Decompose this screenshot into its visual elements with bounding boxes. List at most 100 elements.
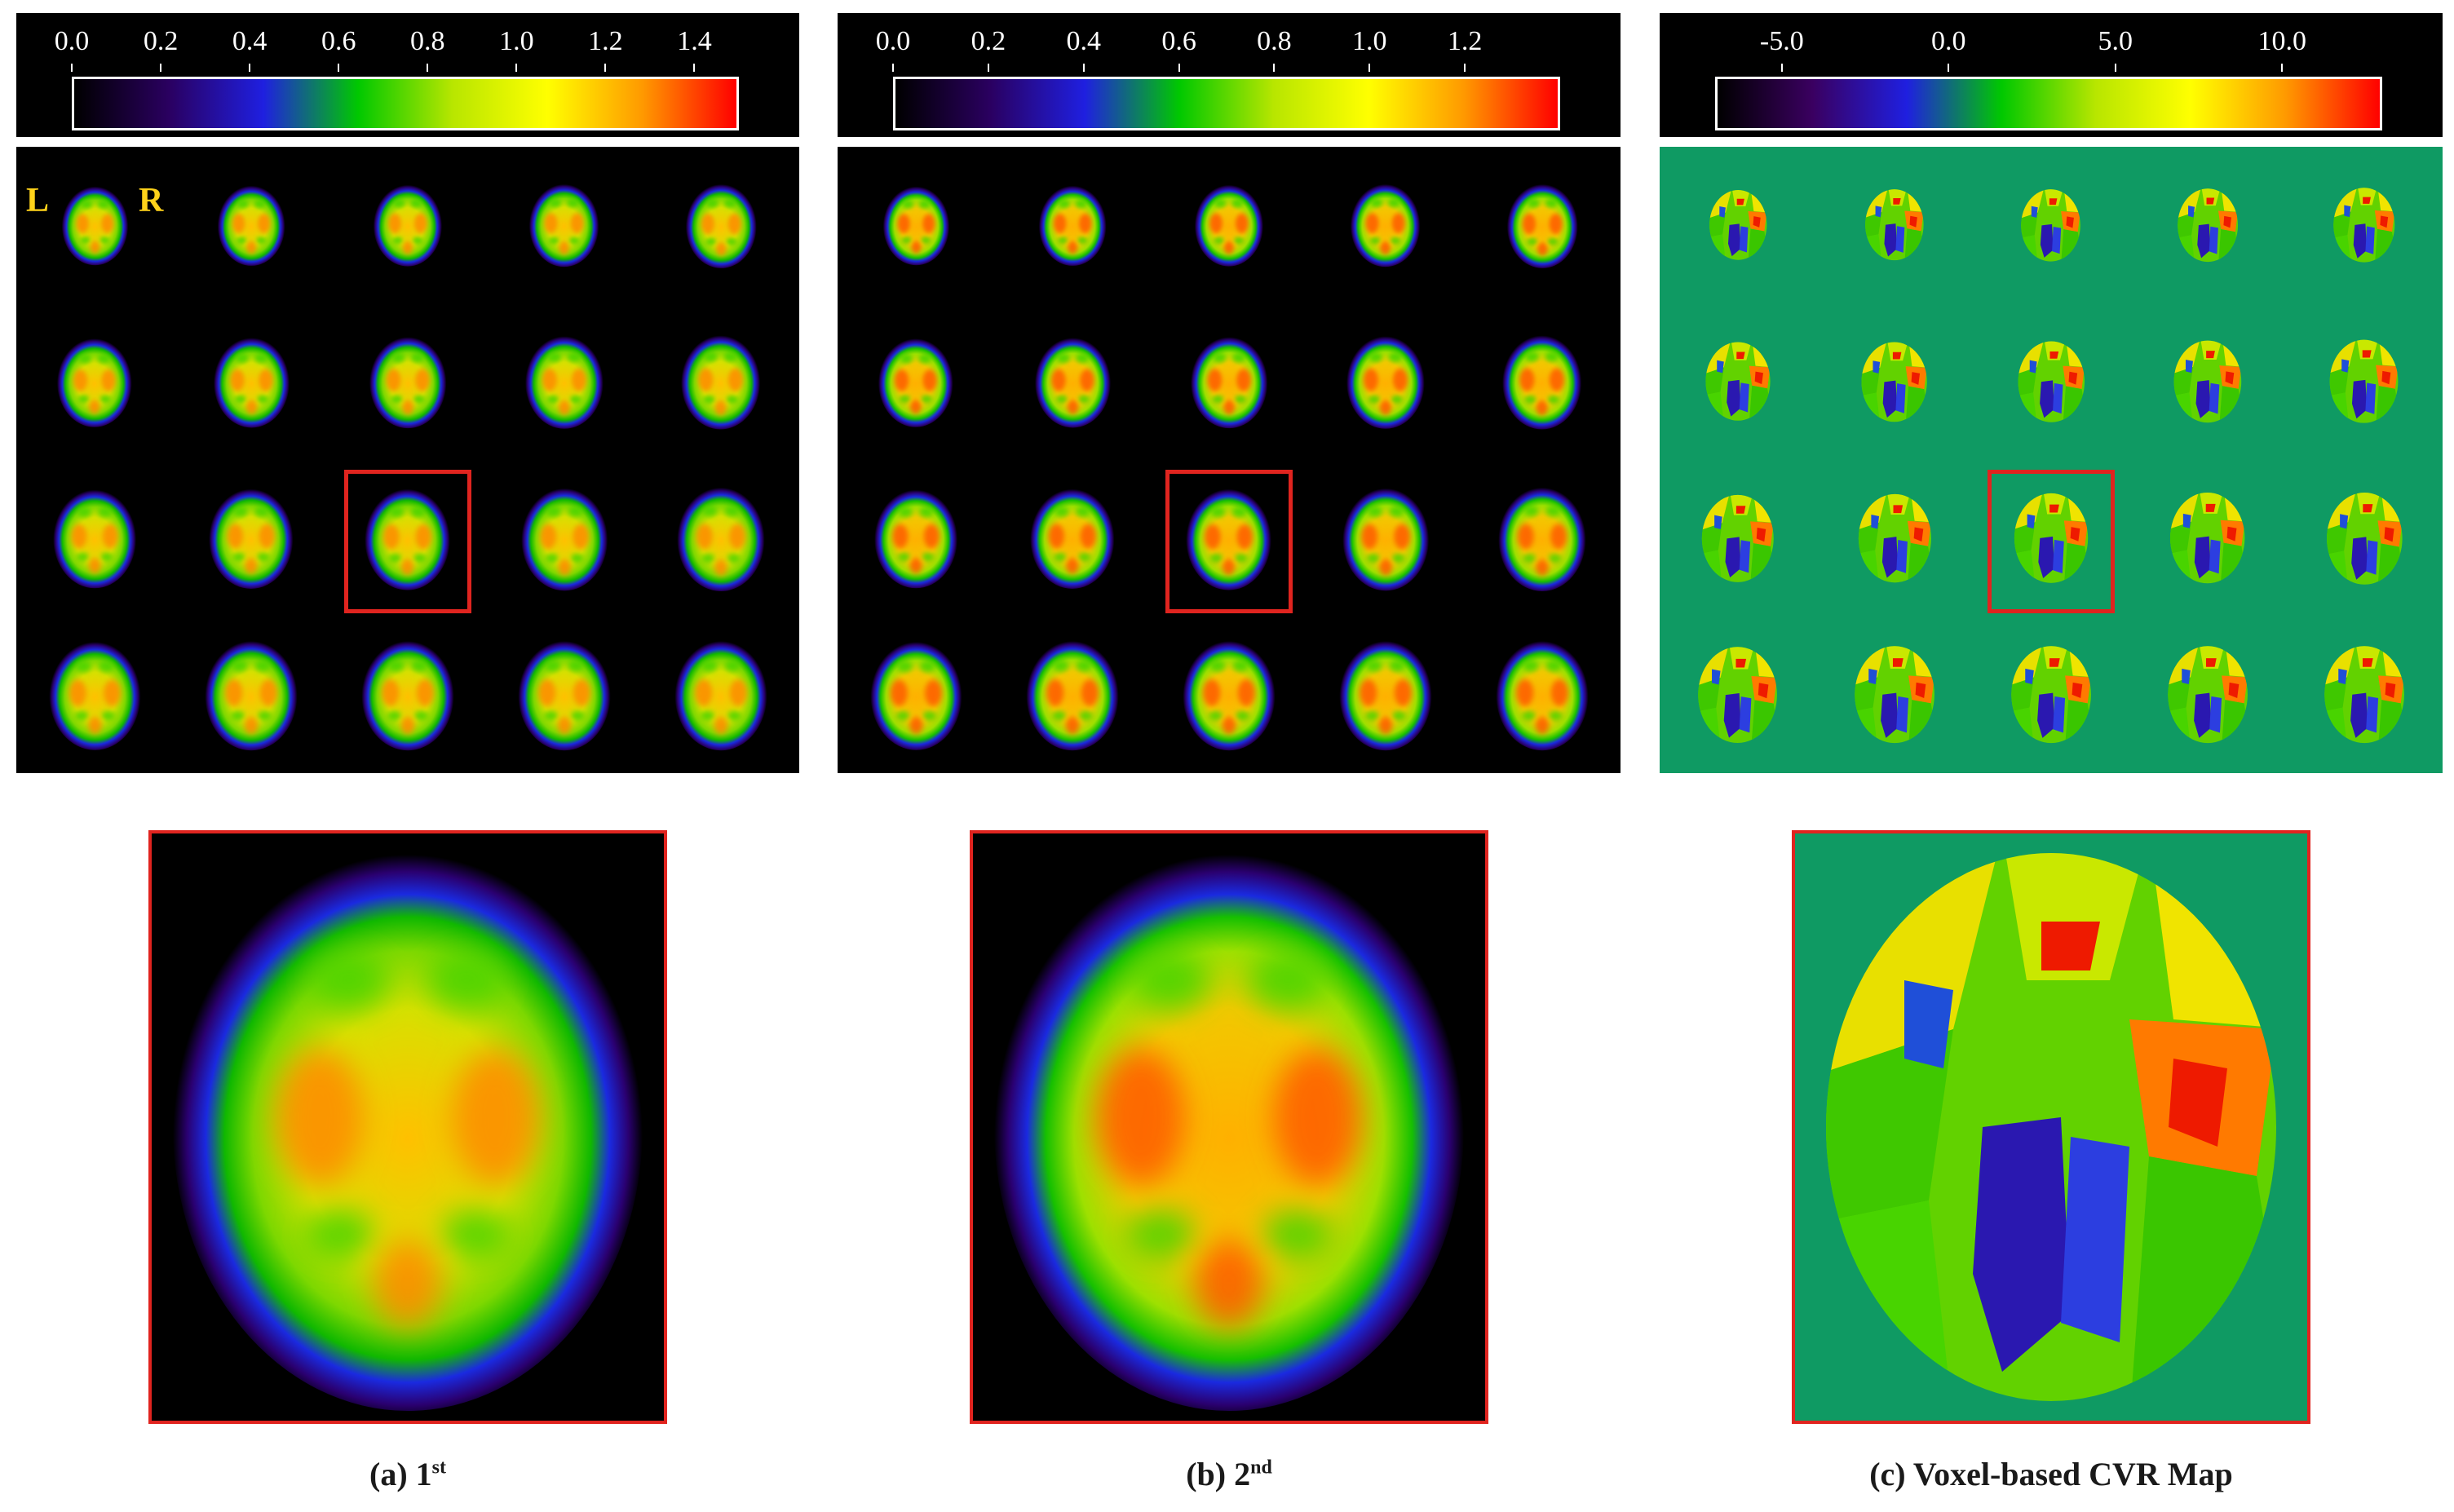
colorbar-a-ticks: 0.0 0.2 0.4 0.6 0.8 1.0 1.2 1.4 [16, 13, 799, 72]
brain-slice[interactable] [2008, 643, 2094, 750]
brain-slice[interactable] [1707, 188, 1769, 267]
brain-slice[interactable] [51, 486, 138, 594]
brain-slice[interactable] [679, 332, 762, 435]
brain-slice[interactable] [1189, 334, 1269, 434]
brain-slice[interactable] [1703, 339, 1773, 427]
brain-slice[interactable] [2171, 338, 2244, 430]
brain-slice[interactable] [1024, 637, 1121, 757]
brain-slice-image [677, 485, 765, 591]
zoomed-slice-a [148, 830, 667, 1424]
brain-slice[interactable] [2018, 187, 2083, 268]
brain-slice[interactable] [1863, 187, 1926, 267]
brain-slice[interactable] [1184, 485, 1273, 596]
brain-slice[interactable] [203, 637, 299, 757]
brain-slice-image [209, 487, 294, 590]
brain-slice[interactable] [60, 183, 130, 271]
brain-slice[interactable] [1033, 334, 1112, 433]
brain-slice-image [674, 639, 767, 751]
cvr-slice-image [2173, 340, 2242, 423]
selected-slice-marker [344, 470, 471, 613]
brain-slice[interactable] [207, 485, 295, 595]
slice-grid-a: L R [16, 147, 799, 773]
brain-slice[interactable] [1501, 332, 1583, 435]
colorbar-tick-mark [604, 64, 607, 72]
brain-slice[interactable] [877, 335, 955, 433]
brain-slice[interactable] [2175, 186, 2240, 268]
brain-slice-image [1339, 639, 1432, 751]
brain-slice-image [1034, 335, 1111, 428]
cvr-slice-image [2326, 492, 2403, 585]
cvr-slice-image [2178, 188, 2238, 262]
brain-slice[interactable] [1349, 181, 1422, 272]
brain-slice[interactable] [869, 638, 964, 756]
colorbar-tick-mark [1273, 64, 1276, 72]
brain-slice[interactable] [1851, 643, 1938, 750]
brain-slice[interactable] [675, 484, 767, 597]
brain-slice-image [518, 639, 611, 751]
brain-slice[interactable] [873, 486, 959, 594]
colorbar-tick-label: 0.4 [232, 26, 268, 56]
brain-slice-image [57, 336, 132, 427]
brain-slice[interactable] [360, 637, 456, 757]
brain-slice[interactable] [1345, 333, 1426, 435]
brain-slice[interactable] [2331, 185, 2398, 269]
cvr-slice-image [1865, 189, 1924, 261]
brain-slice[interactable] [372, 182, 444, 272]
colorbar-c: -5.0 0.0 5.0 10.0 [1660, 13, 2443, 137]
brain-slice[interactable] [1028, 485, 1116, 595]
brain-slice[interactable] [1193, 182, 1265, 272]
brain-slice-image [1498, 485, 1586, 591]
brain-slice[interactable] [1695, 643, 1780, 750]
panel-c: -5.0 0.0 5.0 10.0 (c) Voxel-based CVR Map [1660, 0, 2443, 1512]
orientation-left-label: L [26, 182, 50, 219]
brain-slice[interactable] [524, 333, 605, 435]
cvr-slice-image [1705, 342, 1771, 422]
colorbar-tick-label: 10.0 [2257, 26, 2307, 56]
brain-slice[interactable] [1859, 339, 1930, 429]
brain-slice[interactable] [516, 637, 612, 757]
panel-b: 0.0 0.2 0.4 0.6 0.8 1.0 1.2 (b) 2nd [838, 0, 1621, 1512]
colorbar-tick-label: 0.2 [971, 26, 1006, 56]
brain-slice[interactable] [2327, 337, 2401, 430]
brain-slice[interactable] [1506, 181, 1580, 274]
brain-slice[interactable] [520, 484, 609, 597]
brain-slice-image [529, 183, 599, 267]
brain-slice[interactable] [2164, 643, 2251, 750]
cvr-slice-image [2324, 646, 2404, 744]
brain-slice[interactable] [2011, 490, 2091, 590]
brain-slice-image [874, 488, 957, 589]
brain-slice[interactable] [1181, 637, 1277, 757]
brain-slice[interactable] [684, 181, 758, 274]
brain-slice[interactable] [55, 335, 134, 433]
brain-slice[interactable] [1497, 484, 1588, 597]
brain-slice[interactable] [1699, 492, 1777, 590]
brain-slice[interactable] [368, 334, 448, 434]
brain-slice[interactable] [1037, 183, 1108, 272]
cvr-slice-image [1855, 646, 1934, 744]
brain-slice-image [1506, 182, 1578, 268]
colorbar-b-gradient [893, 77, 1560, 130]
brain-slice[interactable] [882, 183, 951, 271]
colorbar-tick-label: 0.8 [410, 26, 445, 56]
brain-slice[interactable] [216, 183, 286, 272]
brain-slice[interactable] [1341, 484, 1430, 597]
brain-slice[interactable] [2167, 489, 2248, 590]
brain-slice[interactable] [1338, 637, 1434, 757]
colorbar-tick-mark [1780, 64, 1783, 72]
brain-slice[interactable] [673, 637, 769, 757]
brain-slice[interactable] [363, 485, 452, 596]
colorbar-tick-label: 0.0 [875, 26, 911, 56]
colorbar-tick-label: 0.6 [1161, 26, 1196, 56]
colorbar-tick-mark [2281, 64, 2284, 72]
colorbar-tick-mark [427, 64, 429, 72]
brain-slice[interactable] [1494, 637, 1590, 757]
brain-slice[interactable] [47, 638, 143, 756]
brain-slice[interactable] [2015, 338, 2088, 429]
brain-slice[interactable] [1855, 491, 1934, 590]
brain-slice[interactable] [2324, 489, 2406, 592]
brain-slice[interactable] [212, 334, 291, 433]
brain-slice[interactable] [2321, 643, 2408, 750]
caption-c: (c) Voxel-based CVR Map [1869, 1456, 2233, 1492]
brain-slice[interactable] [528, 181, 600, 272]
selected-slice-marker [1988, 470, 2115, 613]
